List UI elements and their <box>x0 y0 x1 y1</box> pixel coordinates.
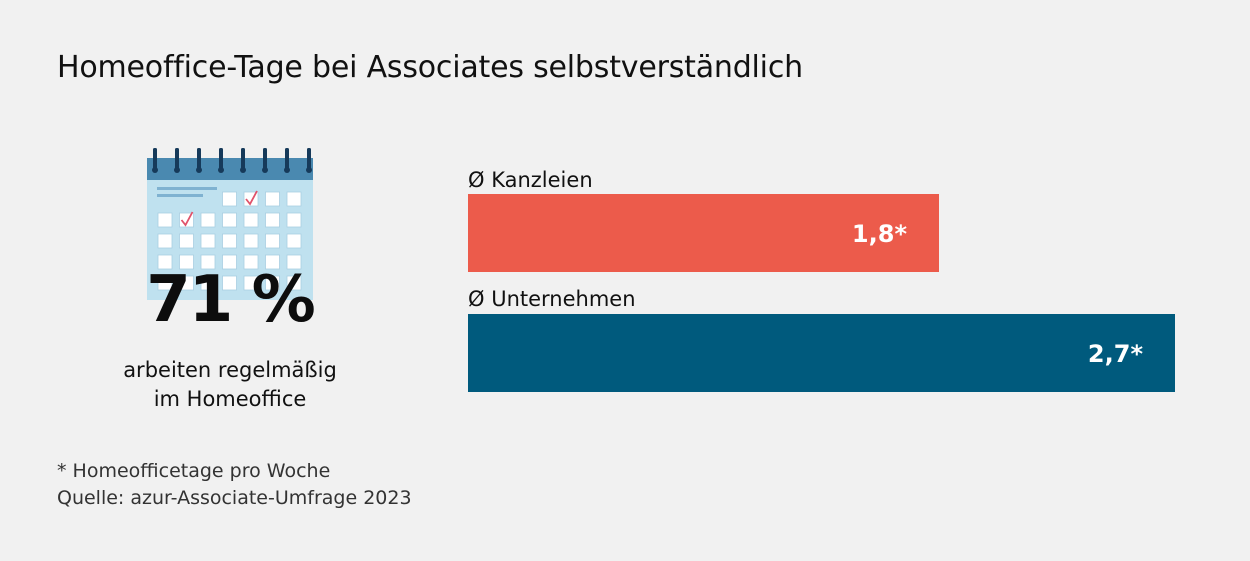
calendar-cell <box>265 212 280 228</box>
stat-value: 71 % <box>146 263 315 337</box>
calendar-cell <box>243 254 259 270</box>
calendar-cell <box>286 275 302 291</box>
calendar-cell <box>200 254 216 270</box>
calendar-ring-base <box>306 167 312 173</box>
calendar-text-line <box>157 187 217 190</box>
calendar-ring <box>175 148 179 170</box>
calendar-cell <box>243 212 259 228</box>
calendar-cell <box>200 233 216 249</box>
calendar-ring-base <box>218 167 224 173</box>
calendar-ring-base <box>174 167 180 173</box>
calendar-cell <box>222 254 237 270</box>
calendar-ring <box>197 148 201 170</box>
stat-caption-line1: arbeiten regelmäßig <box>123 358 337 382</box>
calendar-ring <box>263 148 267 170</box>
calendar-ring <box>153 148 157 170</box>
calendar-cell <box>243 275 259 291</box>
calendar-cell <box>265 275 280 291</box>
calendar-cell <box>222 191 237 207</box>
check-icon <box>180 211 194 227</box>
calendar-cell <box>286 212 302 228</box>
bar-value-label: 1,8* <box>851 220 907 248</box>
calendar-cell <box>286 191 302 207</box>
calendar-cell <box>265 191 280 207</box>
calendar-ring <box>219 148 223 170</box>
bar-category-label: Ø Kanzleien <box>468 168 593 192</box>
stat-caption-line2: im Homeoffice <box>153 387 307 411</box>
calendar-header <box>147 158 313 180</box>
bar <box>468 194 939 272</box>
calendar-cell <box>200 275 216 291</box>
calendar-cell <box>157 212 173 228</box>
bar-category-label: Ø Unternehmen <box>468 287 636 311</box>
calendar-ring <box>307 148 311 170</box>
page-title: Homeoffice-Tage bei Associates selbstver… <box>57 50 803 85</box>
calendar-icon <box>147 148 313 300</box>
calendar-ring-base <box>262 167 268 173</box>
calendar-cell <box>200 212 216 228</box>
calendar-ring <box>285 148 289 170</box>
calendar-cell <box>157 254 173 270</box>
calendar-cell <box>265 254 280 270</box>
calendar-cell <box>265 233 280 249</box>
calendar-cell <box>157 275 173 291</box>
calendar-cell <box>179 275 194 291</box>
check-icon <box>245 190 258 206</box>
calendar-cell <box>222 233 237 249</box>
calendar-ring-base <box>240 167 246 173</box>
calendar-cell <box>222 275 237 291</box>
calendar-cell <box>179 233 194 249</box>
calendar-cell <box>157 233 173 249</box>
bar-value-label: 2,7* <box>1087 340 1143 368</box>
calendar-text-line <box>157 194 203 197</box>
calendar-cell <box>286 254 302 270</box>
calendar-cell <box>243 233 259 249</box>
calendar-ring-base <box>196 167 202 173</box>
calendar-ring <box>241 148 245 170</box>
footnote-source: Quelle: azur-Associate-Umfrage 2023 <box>57 487 412 509</box>
calendar-cell <box>222 212 237 228</box>
calendar-cell <box>286 233 302 249</box>
stat-caption: arbeiten regelmäßig im Homeoffice <box>80 356 380 414</box>
bar-chart: Ø Kanzleien 1,8* Ø Unternehmen 2,7* <box>460 160 1200 410</box>
calendar-ring-base <box>284 167 290 173</box>
bar <box>468 314 1175 392</box>
calendar-cell <box>179 254 194 270</box>
footnote-line1: * Homeofficetage pro Woche <box>57 460 331 482</box>
calendar-ring-base <box>152 167 158 173</box>
footnote: * Homeofficetage pro Woche Quelle: azur-… <box>57 458 412 512</box>
